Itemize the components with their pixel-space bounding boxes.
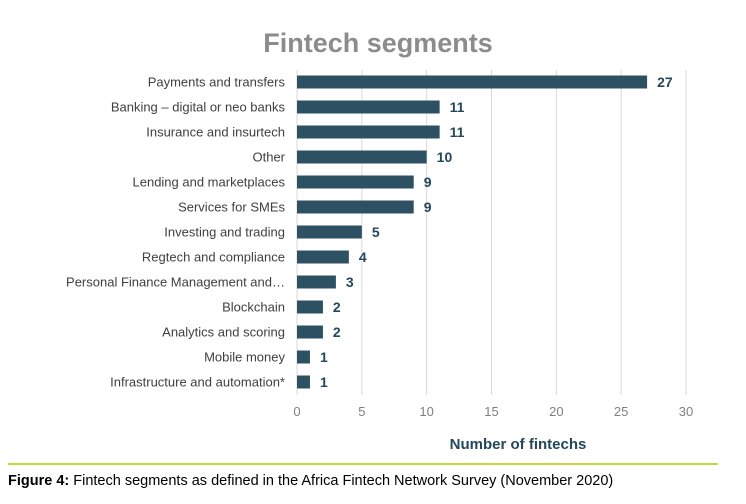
value-label: 11 <box>450 99 465 115</box>
x-tick-label: 15 <box>484 404 498 419</box>
caption-label: Figure 4: <box>8 473 70 489</box>
category-label: Personal Finance Management and… <box>66 275 285 290</box>
bar-chart: Fintech segments Payments and transfers B… <box>66 28 693 453</box>
value-label: 1 <box>320 349 328 365</box>
value-label: 9 <box>424 174 432 190</box>
category-label: Insurance and insurtech <box>146 125 285 140</box>
value-label: 10 <box>437 149 453 165</box>
category-label: Infrastructure and automation* <box>110 375 285 390</box>
caption-divider <box>8 463 718 465</box>
value-label: 3 <box>346 274 354 290</box>
bar <box>297 375 310 389</box>
bar <box>297 275 336 289</box>
x-axis-label: Number of fintechs <box>450 436 587 453</box>
bar <box>297 300 323 314</box>
category-label: Banking – digital or neo banks <box>111 100 286 115</box>
x-tick-label: 10 <box>419 404 433 419</box>
bar <box>297 250 349 264</box>
x-tick-label: 20 <box>549 404 563 419</box>
value-label: 9 <box>424 199 432 215</box>
category-labels: Payments and transfers Banking – digital … <box>66 75 286 390</box>
value-label: 1 <box>320 374 328 390</box>
category-label: Analytics and scoring <box>162 325 285 340</box>
bar <box>297 75 648 89</box>
category-label: Lending and marketplaces <box>133 175 286 190</box>
bar <box>297 150 427 164</box>
grid-lines <box>296 70 687 395</box>
category-label: Blockchain <box>222 300 285 315</box>
x-axis-ticks: 0 5 10 15 20 25 30 <box>293 404 693 419</box>
value-label: 2 <box>333 324 341 340</box>
x-tick-label: 5 <box>358 404 365 419</box>
figure-caption: Figure 4: Fintech segments as defined in… <box>8 473 738 489</box>
bar <box>297 100 440 114</box>
bar <box>297 350 310 364</box>
bar <box>297 175 414 189</box>
value-label: 4 <box>359 249 367 265</box>
category-label: Services for SMEs <box>178 200 285 215</box>
value-label: 11 <box>450 124 465 140</box>
category-label: Mobile money <box>204 350 285 365</box>
value-label: 5 <box>372 224 380 240</box>
value-label: 27 <box>657 74 673 90</box>
bar <box>297 200 414 214</box>
category-label: Investing and trading <box>164 225 285 240</box>
bar <box>297 225 362 239</box>
value-label: 2 <box>333 299 341 315</box>
category-label: Payments and transfers <box>148 75 286 90</box>
caption-text: Fintech segments as defined in the Afric… <box>69 473 614 489</box>
category-label: Other <box>252 150 285 165</box>
bar-series <box>297 75 648 389</box>
bar <box>297 125 440 139</box>
chart-title: Fintech segments <box>263 28 493 58</box>
x-tick-label: 30 <box>679 404 693 419</box>
x-tick-label: 0 <box>293 404 300 419</box>
category-label: Regtech and compliance <box>142 250 285 265</box>
x-tick-label: 25 <box>614 404 628 419</box>
bar <box>297 325 323 339</box>
